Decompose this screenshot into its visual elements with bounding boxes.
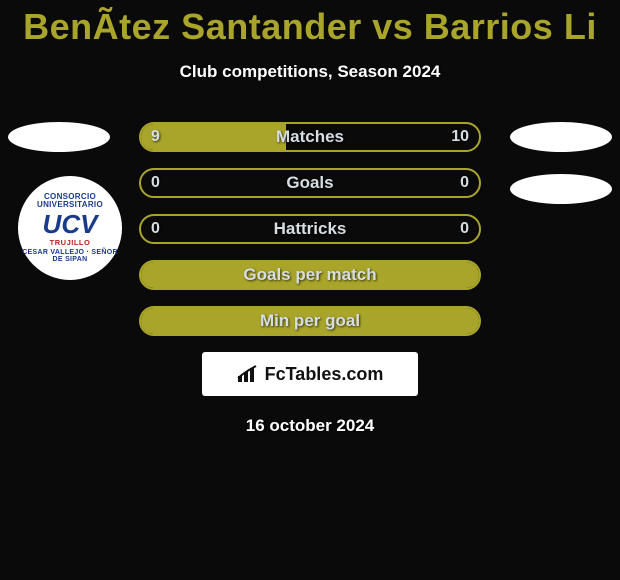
stats-comparison: 910Matches00Goals00HattricksGoals per ma… — [0, 122, 620, 336]
stat-row: Min per goal — [139, 306, 481, 336]
stat-value-left: 0 — [151, 220, 160, 238]
brand-box: FcTables.com — [202, 352, 418, 396]
stat-row: 0 0Goals — [139, 168, 481, 198]
stat-value-left: 0 — [151, 174, 160, 192]
footer-date: 16 october 2024 — [0, 416, 620, 436]
stat-label: Goals — [141, 173, 479, 193]
page-subtitle: Club competitions, Season 2024 — [0, 62, 620, 82]
stat-fill-left — [141, 124, 286, 150]
stat-label: Hattricks — [141, 219, 479, 239]
stat-fill-left — [141, 262, 479, 288]
page-title: BenÃ­tez Santander vs Barrios Li — [0, 0, 620, 48]
stat-fill-left — [141, 308, 479, 334]
stat-value-right: 10 — [451, 128, 469, 146]
stat-row: Goals per match — [139, 260, 481, 290]
brand-text: FcTables.com — [265, 364, 384, 385]
stat-row: 910Matches — [139, 122, 481, 152]
stat-value-right: 0 — [460, 220, 469, 238]
stat-value-right: 0 — [460, 174, 469, 192]
bar-chart-icon — [237, 364, 261, 384]
stat-row: 0 0Hattricks — [139, 214, 481, 244]
